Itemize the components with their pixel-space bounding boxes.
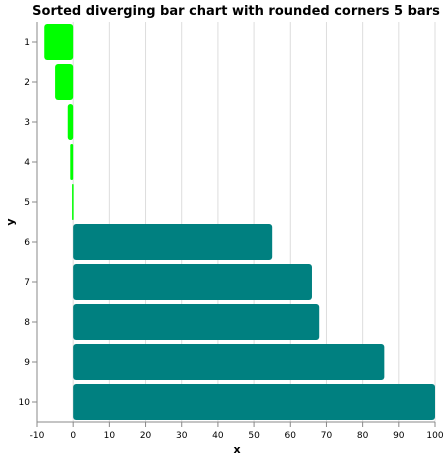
y-tick-label-5: 5 (24, 198, 30, 208)
bar-8 (73, 304, 320, 340)
x-tick-label-5: 40 (212, 431, 224, 441)
y-tick-label-9: 9 (24, 358, 30, 368)
bar-2 (55, 64, 74, 100)
y-tick-label-2: 2 (24, 78, 30, 88)
y-tick-label-6: 6 (24, 238, 30, 248)
y-tick-label-8: 8 (24, 318, 30, 328)
x-tick-label-11: 100 (426, 431, 443, 441)
x-tick-label-10: 90 (393, 431, 405, 441)
y-tick-label-1: 1 (24, 38, 30, 48)
bar-4 (70, 144, 74, 180)
y-axis: 1 2 3 4 5 6 7 8 9 10 (19, 22, 38, 422)
bar-6 (73, 224, 273, 260)
x-tick-label-9: 80 (357, 431, 369, 441)
bar-3 (67, 104, 74, 140)
x-tick-label-2: 10 (104, 431, 116, 441)
y-tick-label-4: 4 (24, 158, 30, 168)
y-tick-label-10: 10 (19, 398, 31, 408)
y-axis-title: y (4, 218, 17, 225)
chart-title: Sorted diverging bar chart with rounded … (32, 4, 440, 19)
x-tick-label-6: 50 (248, 431, 260, 441)
x-tick-label-4: 30 (176, 431, 188, 441)
x-tick-label-7: 60 (285, 431, 297, 441)
bar-5 (72, 184, 74, 220)
y-tick-label-3: 3 (24, 118, 30, 128)
x-axis-title: x (233, 443, 240, 456)
x-tick-label-1: 0 (70, 431, 76, 441)
bar-1 (44, 24, 74, 60)
x-axis: -10 0 10 20 30 40 50 60 70 80 90 100 (30, 421, 443, 441)
bars (44, 24, 435, 420)
y-tick-label-7: 7 (24, 278, 30, 288)
bar-9 (73, 344, 385, 380)
bar-10 (73, 384, 435, 420)
x-tick-label-0: -10 (30, 431, 45, 441)
bar-7 (73, 264, 312, 300)
x-tick-label-3: 20 (140, 431, 152, 441)
x-tick-label-8: 70 (321, 431, 333, 441)
